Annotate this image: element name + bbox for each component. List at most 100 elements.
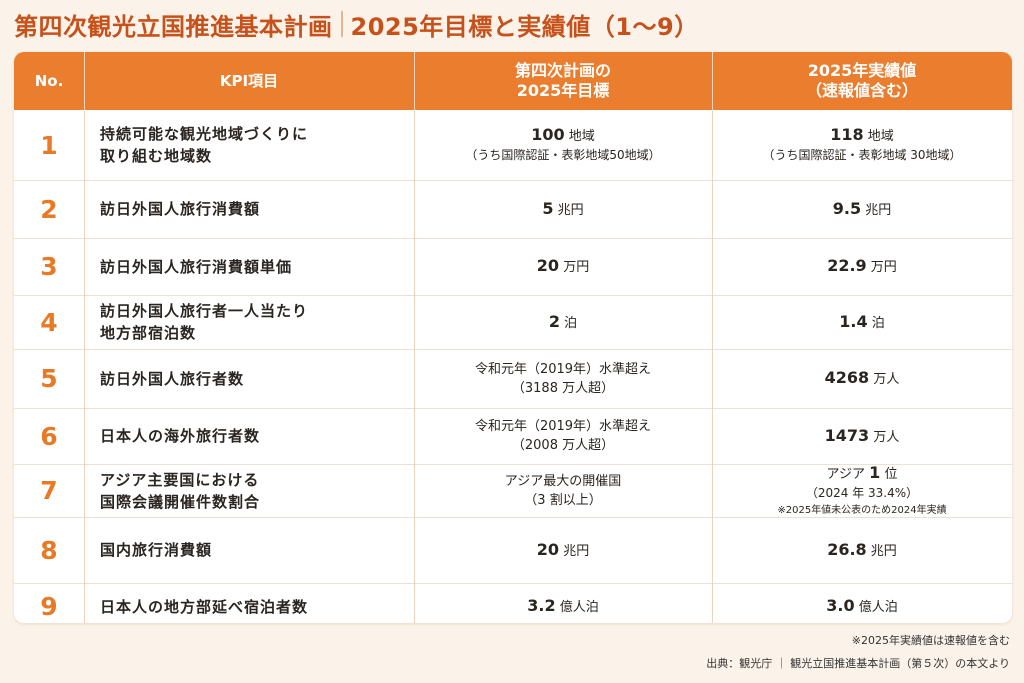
kpi-item: 訪日外国人旅行者数 — [84, 349, 414, 408]
target-value-line1: 令和元年（2019年）水準超え — [474, 419, 652, 434]
page-title: 第四次観光立国推進基本計画 2025年目標と実績値（1〜9） — [14, 6, 699, 42]
actual-value-sub: （2024 年 33.4%） — [805, 486, 919, 500]
kpi-item-line: 持続可能な観光地域づくりに — [100, 125, 309, 143]
actual-value-pre: アジア — [826, 467, 870, 482]
row-number: 3 — [40, 252, 58, 281]
target-value-main: 20 兆円 — [537, 540, 589, 561]
actual-value: 118 地域 （うち国際認証・表彰地域 30地域） — [712, 110, 1012, 180]
actual-value-note: ※2025年値未公表のため2024年実績 — [777, 505, 947, 516]
actual-value-main: 3.0 億人泊 — [826, 596, 897, 617]
actual-value: 3.0 億人泊 — [712, 583, 1012, 623]
target-value-line1: 令和元年（2019年）水準超え — [474, 361, 652, 377]
target-value-main: 100 地域 — [531, 125, 595, 146]
target-value-line2: （2008 万人超） — [511, 438, 615, 453]
actual-value: 26.8 兆円 — [712, 517, 1012, 583]
kpi-item: 日本人の地方部延べ宿泊者数 — [84, 583, 414, 623]
row-divider — [14, 180, 1012, 181]
header-no-label: No. — [34, 72, 64, 90]
row-divider — [14, 583, 1012, 584]
header-kpi-label: KPI項目 — [219, 72, 279, 90]
row-number: 4 — [40, 307, 58, 337]
kpi-item-line: 日本人の海外旅行者数 — [100, 427, 261, 445]
actual-value-main: 9.5 兆円 — [833, 199, 891, 220]
column-divider — [84, 52, 85, 623]
row-divider — [14, 408, 1012, 409]
column-divider — [712, 52, 713, 623]
row-number: 8 — [40, 535, 58, 565]
actual-value-number: 9.5 — [832, 198, 862, 218]
target-value: 令和元年（2019年）水準超え （3188 万人超） — [414, 349, 712, 408]
title-main: 第四次観光立国推進基本計画 — [14, 12, 333, 41]
row-divider — [14, 464, 1012, 465]
kpi-item: アジア主要国における 国際会議開催件数割合 — [84, 464, 414, 517]
kpi-item-line: 訪日外国人旅行者一人当たり — [100, 302, 309, 320]
kpi-item: 訪日外国人旅行者一人当たり 地方部宿泊数 — [84, 295, 414, 349]
kpi-item-line: 訪日外国人旅行消費額単価 — [100, 257, 293, 276]
target-value-unit: 泊 — [560, 315, 578, 331]
target-value-number: 5 — [542, 198, 554, 218]
target-value-main: 2 泊 — [549, 312, 577, 333]
actual-value-unit: 位 — [880, 467, 898, 482]
target-value-unit: 万円 — [559, 260, 590, 275]
target-value-sub: （うち国際認証・表彰地域50地域） — [465, 148, 661, 162]
actual-value-main: 118 地域 — [830, 125, 894, 146]
actual-value-number: 118 — [830, 125, 864, 144]
actual-value-unit: 地域 — [863, 129, 894, 144]
footnote-source: 出典：観光庁 ｜ 観光立国推進基本計画（第５次）の本文より — [706, 657, 1010, 670]
actual-value-unit: 兆円 — [861, 202, 892, 218]
kpi-item: 訪日外国人旅行消費額 — [84, 180, 414, 238]
kpi-item-line: 地方部宿泊数 — [100, 324, 197, 342]
actual-value-main: 1473 万人 — [825, 426, 900, 447]
target-value-number: 100 — [531, 125, 565, 144]
header-kpi: KPI項目 — [84, 52, 414, 110]
title-sub: 2025年目標と実績値（1〜9） — [350, 12, 699, 41]
target-value-number: 3.2 — [527, 596, 556, 615]
title-separator — [340, 11, 343, 37]
target-value: 3.2 億人泊 — [414, 583, 712, 623]
target-value: 20 兆円 — [414, 517, 712, 583]
target-value-number: 2 — [548, 311, 560, 331]
target-value-unit: 億人泊 — [555, 600, 599, 615]
actual-value-unit: 泊 — [867, 315, 885, 331]
header-no: No. — [14, 52, 84, 110]
row-number: 2 — [40, 194, 58, 224]
actual-value-main: 1.4 泊 — [839, 312, 884, 333]
row-number: 7 — [40, 476, 58, 505]
kpi-item: 日本人の海外旅行者数 — [84, 408, 414, 464]
actual-value-number: 4268 — [824, 368, 870, 387]
actual-value-unit: 万人 — [869, 372, 900, 387]
target-value-main: 3.2 億人泊 — [527, 596, 598, 617]
actual-value: 22.9 万円 — [712, 238, 1012, 295]
actual-value: 1473 万人 — [712, 408, 1012, 464]
kpi-item-line: アジア主要国における — [100, 470, 260, 489]
target-value-unit: 兆円 — [553, 202, 584, 218]
kpi-item: 国内旅行消費額 — [84, 517, 414, 583]
target-value: 5 兆円 — [414, 180, 712, 238]
table-header: No. KPI項目 第四次計画の 2025年目標 2025年実績値 （速報値含む… — [14, 52, 1012, 110]
footnote-note: ※2025年実績値は速報値を含む — [851, 634, 1010, 647]
kpi-item-line: 日本人の地方部延べ宿泊者数 — [100, 597, 309, 616]
target-value: 100 地域 （うち国際認証・表彰地域50地域） — [414, 110, 712, 180]
target-value: アジア最大の開催国 （3 割以上） — [414, 464, 712, 517]
actual-value-main: 26.8 兆円 — [827, 540, 897, 561]
actual-value-main: 4268 万人 — [825, 368, 900, 389]
kpi-table: No. KPI項目 第四次計画の 2025年目標 2025年実績値 （速報値含む… — [14, 52, 1012, 623]
actual-value-number: 1 — [869, 463, 881, 482]
row-number: 1 — [40, 130, 58, 160]
actual-value-unit: 万人 — [869, 429, 900, 445]
target-value-line2: （3 割以上） — [524, 492, 602, 508]
row-divider — [14, 517, 1012, 518]
kpi-item-line: 国内旅行消費額 — [100, 541, 213, 559]
column-divider — [414, 52, 415, 623]
actual-value-unit: 万円 — [866, 260, 897, 275]
actual-value-number: 26.8 — [827, 539, 867, 559]
kpi-item-line: 訪日外国人旅行者数 — [100, 369, 245, 388]
actual-value: アジア 1 位 （2024 年 33.4%） ※2025年値未公表のため2024年実… — [712, 463, 1012, 517]
actual-value-sub: （うち国際認証・表彰地域 30地域） — [762, 148, 962, 162]
header-target-line2: 2025年目標 — [516, 81, 610, 100]
kpi-item: 持続可能な観光地域づくりに 取り組む地域数 — [84, 110, 414, 180]
header-actual: 2025年実績値 （速報値含む） — [712, 52, 1012, 110]
target-value: 20 万円 — [414, 238, 712, 295]
target-value: 令和元年（2019年）水準超え （2008 万人超） — [414, 408, 712, 464]
actual-value-unit: 億人泊 — [854, 600, 898, 615]
